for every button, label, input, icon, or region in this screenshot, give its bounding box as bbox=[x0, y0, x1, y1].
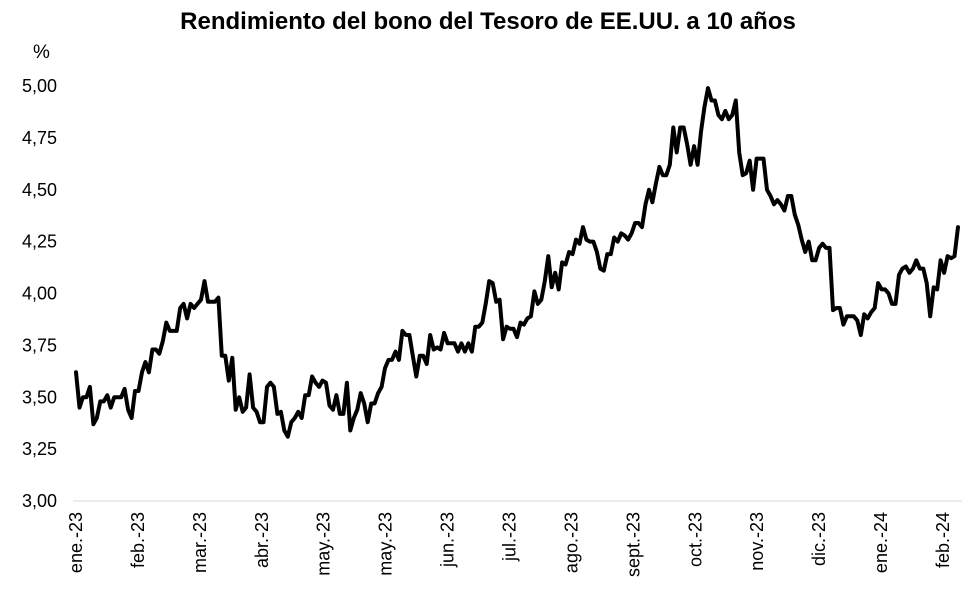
y-axis-unit-label: % bbox=[33, 42, 50, 63]
x-tick-label: feb.-24 bbox=[933, 512, 953, 568]
x-axis-ticks: ene.-23 feb.-23 mar.-23 abr.-23 may.-23 may.-… bbox=[66, 512, 953, 577]
y-tick-label: 4,00 bbox=[22, 284, 57, 304]
x-tick-label: ene.-24 bbox=[871, 512, 891, 573]
y-tick-label: 3,50 bbox=[22, 387, 57, 407]
y-tick-label: 3,75 bbox=[22, 335, 57, 355]
y-tick-label: 5,00 bbox=[22, 76, 57, 96]
y-tick-label: 4,25 bbox=[22, 232, 57, 252]
x-tick-label: sept.-23 bbox=[623, 512, 643, 577]
x-tick-label: jul.-23 bbox=[500, 512, 520, 562]
chart-title: Rendimiento del bono del Tesoro de EE.UU… bbox=[180, 8, 796, 35]
x-tick-label: abr.-23 bbox=[252, 512, 272, 568]
x-tick-label: feb.-23 bbox=[128, 512, 148, 568]
x-tick-label: mar.-23 bbox=[190, 512, 210, 573]
yield-series-line bbox=[74, 86, 960, 439]
x-tick-label: jun.-23 bbox=[438, 512, 458, 568]
x-tick-label: ene.-23 bbox=[66, 512, 86, 573]
y-tick-label: 4,50 bbox=[22, 180, 57, 200]
y-tick-label: 4,75 bbox=[22, 128, 57, 148]
y-axis-ticks: 3,00 3,25 3,50 3,75 4,00 4,25 4,50 4,75 5,00 bbox=[22, 76, 57, 511]
y-tick-label: 3,00 bbox=[22, 491, 57, 511]
y-tick-label: 3,25 bbox=[22, 439, 57, 459]
x-tick-label: nov.-23 bbox=[747, 512, 767, 571]
x-tick-label: may.-23 bbox=[376, 512, 396, 576]
x-tick-label: dic.-23 bbox=[809, 512, 829, 566]
x-tick-label: may.-23 bbox=[314, 512, 334, 576]
x-tick-label: ago.-23 bbox=[561, 512, 581, 573]
x-tick-label: oct.-23 bbox=[685, 512, 705, 567]
